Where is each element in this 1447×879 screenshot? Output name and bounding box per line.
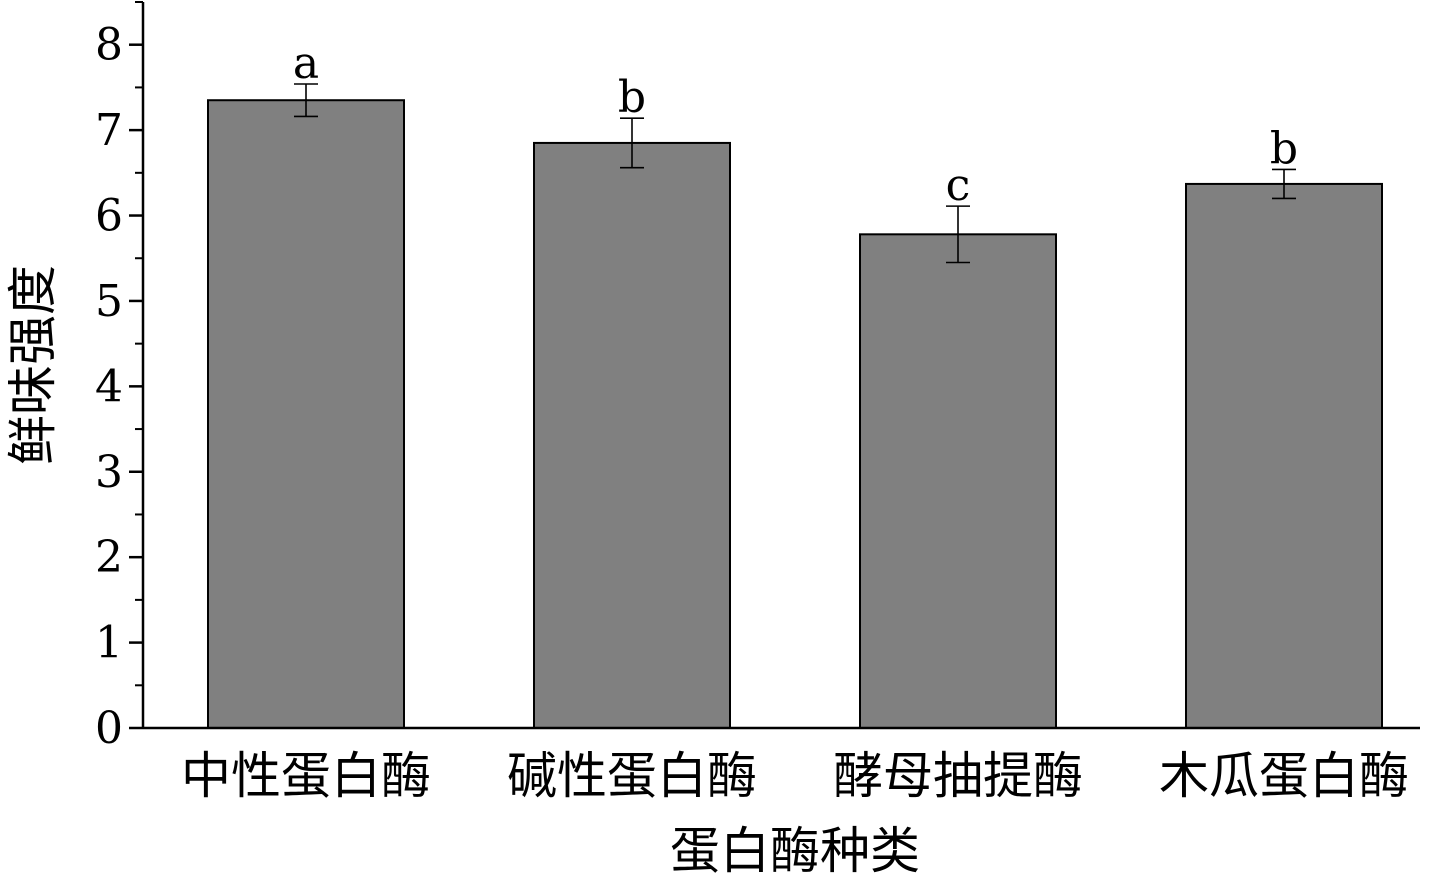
y-axis-ticks: 0 1 2 3 4 5 6 7 8 [95, 1, 143, 754]
error-bars-group [294, 83, 1296, 264]
x-tick-label: 碱性蛋白酶 [507, 747, 757, 805]
y-tick-label: 5 [95, 276, 123, 327]
y-tick-label: 1 [95, 618, 123, 669]
y-tick-label: 4 [95, 361, 123, 412]
x-tick-labels-group: 中性蛋白酶 碱性蛋白酶 酵母抽提酶 木瓜蛋白酶 [181, 747, 1409, 805]
bar [859, 233, 1057, 729]
significance-label: b [1270, 123, 1298, 174]
x-tick-label: 木瓜蛋白酶 [1159, 747, 1409, 805]
bar [1185, 182, 1383, 729]
x-tick-label: 酵母抽提酶 [833, 747, 1083, 805]
y-tick-label: 0 [95, 703, 123, 754]
significance-label: c [946, 160, 971, 211]
x-axis-title: 蛋白酶种类 [670, 822, 920, 879]
significance-label: a [293, 38, 319, 89]
significance-labels-group: a b c b [293, 38, 1298, 211]
y-tick-label: 6 [95, 191, 123, 242]
bar [533, 141, 731, 730]
significance-label: b [618, 72, 646, 123]
y-tick-label: 3 [95, 447, 123, 498]
x-tick-label: 中性蛋白酶 [181, 747, 431, 805]
bars-group [207, 99, 1383, 730]
y-tick-label: 7 [95, 105, 123, 156]
bar [207, 99, 405, 730]
y-tick-label: 2 [95, 532, 123, 583]
y-tick-label: 8 [95, 20, 123, 71]
y-axis-title: 鲜味强度 [4, 265, 62, 465]
